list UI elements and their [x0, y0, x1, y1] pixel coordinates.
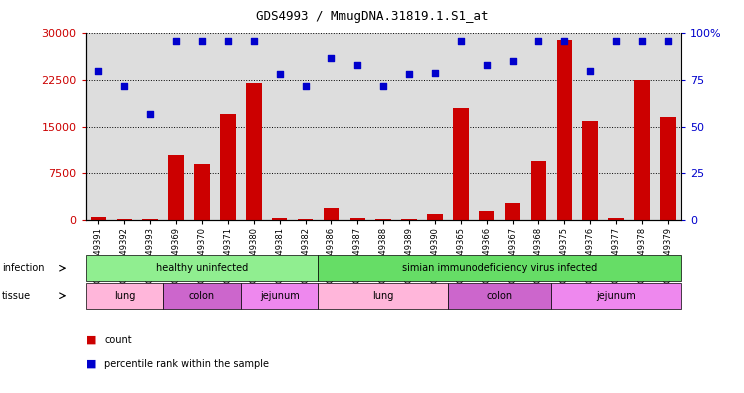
Point [455, 38, 466, 44]
Point [325, 55, 337, 61]
Bar [401, 219, 417, 220]
Bar [220, 114, 236, 220]
Text: healthy uninfected: healthy uninfected [156, 263, 248, 273]
Text: simian immunodeficiency virus infected: simian immunodeficiency virus infected [402, 263, 597, 273]
Bar [246, 83, 262, 220]
Point [274, 71, 286, 77]
Bar [504, 203, 520, 220]
Text: percentile rank within the sample: percentile rank within the sample [104, 358, 269, 369]
Bar [117, 219, 132, 220]
Point [222, 38, 234, 44]
Point [144, 110, 156, 117]
Point [558, 38, 570, 44]
Point [429, 70, 441, 76]
Text: colon: colon [487, 291, 513, 301]
Bar [557, 40, 572, 220]
Bar [453, 108, 469, 220]
Text: ■: ■ [86, 358, 96, 369]
Point [377, 83, 389, 89]
Bar [376, 219, 391, 220]
Bar [91, 217, 106, 220]
Point [610, 38, 622, 44]
Point [170, 38, 182, 44]
Bar [143, 219, 158, 220]
Text: infection: infection [2, 263, 45, 273]
Bar [660, 118, 676, 220]
Point [662, 38, 674, 44]
Text: jejunum: jejunum [260, 291, 300, 301]
Point [584, 68, 596, 74]
Text: lung: lung [114, 291, 135, 301]
Point [351, 62, 363, 68]
Bar [479, 211, 495, 220]
Text: tissue: tissue [2, 291, 31, 301]
Text: count: count [104, 335, 132, 345]
Bar [168, 155, 184, 220]
Text: ■: ■ [86, 335, 96, 345]
Point [507, 58, 519, 64]
Text: jejunum: jejunum [596, 291, 636, 301]
Bar [634, 80, 650, 220]
Point [300, 83, 312, 89]
Point [196, 38, 208, 44]
Bar [609, 218, 623, 220]
Bar [583, 121, 598, 220]
Text: colon: colon [189, 291, 215, 301]
Bar [350, 218, 365, 220]
Point [636, 38, 648, 44]
Point [403, 71, 415, 77]
Point [248, 38, 260, 44]
Point [92, 68, 104, 74]
Point [481, 62, 493, 68]
Bar [272, 218, 287, 220]
Text: lung: lung [373, 291, 394, 301]
Point [118, 83, 130, 89]
Bar [427, 215, 443, 220]
Point [533, 38, 545, 44]
Bar [530, 161, 546, 220]
Text: GDS4993 / MmugDNA.31819.1.S1_at: GDS4993 / MmugDNA.31819.1.S1_at [256, 10, 488, 23]
Bar [194, 164, 210, 220]
Bar [298, 219, 313, 220]
Bar [324, 208, 339, 220]
